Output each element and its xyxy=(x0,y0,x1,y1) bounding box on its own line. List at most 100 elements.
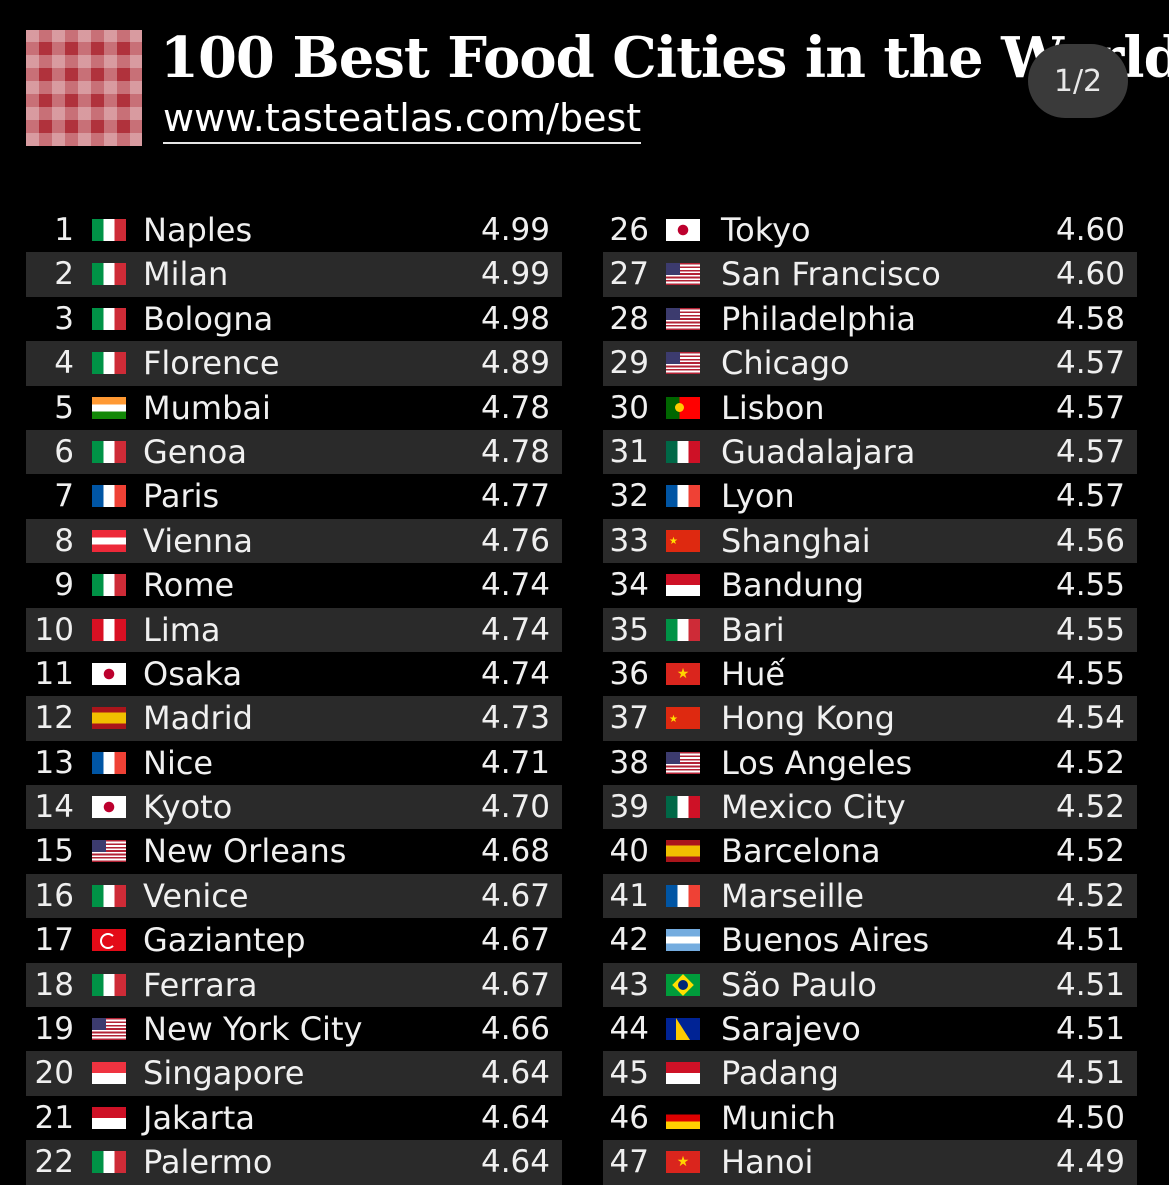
ranking-row[interactable]: 3 Bologna 4.98 xyxy=(26,297,562,341)
ranking-row[interactable]: 47 ★ Hanoi 4.49 xyxy=(603,1140,1137,1185)
ranking-row[interactable]: 35 Bari 4.55 xyxy=(603,607,1137,652)
ranking-row[interactable]: 21 Jakarta 4.64 xyxy=(26,1096,562,1140)
rank-number: 47 xyxy=(609,1144,649,1181)
ranking-row[interactable]: 28 Philadelphia 4.58 xyxy=(603,297,1137,341)
ranking-row[interactable]: 44 Sarajevo 4.51 xyxy=(603,1007,1137,1051)
city-name: Jakarta xyxy=(143,1098,255,1137)
rating-score: 4.78 xyxy=(480,389,550,426)
city-name: Marseille xyxy=(721,876,865,915)
ranking-row[interactable]: 27 San Francisco 4.60 xyxy=(603,252,1137,297)
ranking-row[interactable]: 18 Ferrara 4.67 xyxy=(26,962,562,1008)
ranking-row[interactable]: 45 Padang 4.51 xyxy=(603,1051,1137,1096)
rating-score: 4.99 xyxy=(480,256,550,293)
city-name: Paris xyxy=(143,477,220,516)
ranking-row[interactable]: 8 Vienna 4.76 xyxy=(26,518,562,564)
italy-flag-icon xyxy=(92,352,126,375)
ranking-row[interactable]: 1 Naples 4.99 xyxy=(26,208,562,252)
ranking-row[interactable]: 12 Madrid 4.73 xyxy=(26,696,562,741)
italy-flag-icon xyxy=(92,263,126,286)
rank-number: 32 xyxy=(609,478,649,515)
ranking-row[interactable]: 2 Milan 4.99 xyxy=(26,252,562,297)
ranking-row[interactable]: 10 Lima 4.74 xyxy=(26,607,562,652)
rating-score: 4.52 xyxy=(1055,789,1125,826)
japan-flag-icon xyxy=(92,796,126,819)
ranking-row[interactable]: 7 Paris 4.77 xyxy=(26,474,562,518)
ranking-row[interactable]: 30 Lisbon 4.57 xyxy=(603,386,1137,430)
ranking-row[interactable]: 11 Osaka 4.74 xyxy=(26,652,562,696)
spain-flag-icon xyxy=(666,840,700,863)
rank-number: 17 xyxy=(34,922,74,959)
rank-number: 38 xyxy=(609,744,649,781)
city-name: Florence xyxy=(143,344,280,383)
mexico-flag-icon xyxy=(666,796,700,819)
ranking-row[interactable]: 29 Chicago 4.57 xyxy=(603,341,1137,386)
city-name: Venice xyxy=(143,876,249,915)
rank-number: 33 xyxy=(609,522,649,559)
italy-flag-icon xyxy=(92,884,126,907)
ranking-row[interactable]: 6 Genoa 4.78 xyxy=(26,429,562,475)
ranking-row[interactable]: 39 Mexico City 4.52 xyxy=(603,785,1137,830)
ranking-row[interactable]: 41 Marseille 4.52 xyxy=(603,873,1137,919)
rating-score: 4.49 xyxy=(1055,1144,1125,1181)
ranking-row[interactable]: 42 Buenos Aires 4.51 xyxy=(603,918,1137,962)
mexico-flag-icon xyxy=(666,440,700,463)
rating-score: 4.52 xyxy=(1055,877,1125,914)
ranking-row[interactable]: 22 Palermo 4.64 xyxy=(26,1140,562,1185)
city-name: Milan xyxy=(143,255,229,294)
city-name: Singapore xyxy=(143,1054,305,1093)
france-flag-icon xyxy=(666,485,700,508)
ranking-row[interactable]: 13 Nice 4.71 xyxy=(26,741,562,785)
ranking-row[interactable]: 26 Tokyo 4.60 xyxy=(603,208,1137,252)
ranking-row[interactable]: 43 São Paulo 4.51 xyxy=(603,962,1137,1008)
city-name: Lyon xyxy=(721,477,795,516)
ranking-row[interactable]: 5 Mumbai 4.78 xyxy=(26,386,562,430)
ranking-row[interactable]: 40 Barcelona 4.52 xyxy=(603,829,1137,873)
ranking-row[interactable]: 46 Munich 4.50 xyxy=(603,1096,1137,1140)
rating-score: 4.57 xyxy=(1055,478,1125,515)
rating-score: 4.51 xyxy=(1055,1055,1125,1092)
ranking-row[interactable]: 33 ★ Shanghai 4.56 xyxy=(603,518,1137,564)
france-flag-icon xyxy=(666,884,700,907)
rank-number: 18 xyxy=(34,966,74,1003)
rank-number: 22 xyxy=(34,1144,74,1181)
ranking-row[interactable]: 14 Kyoto 4.70 xyxy=(26,785,562,830)
ranking-column-left: 1 Naples 4.99 2 Milan 4.99 3 Bologna 4.98 4 Floren… xyxy=(26,208,562,1185)
city-name: Bandung xyxy=(721,566,865,605)
ranking-row[interactable]: 9 Rome 4.74 xyxy=(26,563,562,607)
bosnia-flag-icon xyxy=(666,1018,700,1041)
rank-number: 14 xyxy=(34,789,74,826)
city-name: Vienna xyxy=(143,521,253,560)
ranking-row[interactable]: 19 New York City 4.66 xyxy=(26,1007,562,1051)
rating-score: 4.67 xyxy=(480,877,550,914)
rank-number: 29 xyxy=(609,345,649,382)
japan-flag-icon xyxy=(666,219,700,241)
rating-score: 4.55 xyxy=(1055,611,1125,648)
austria-flag-icon xyxy=(92,529,126,552)
rating-score: 4.74 xyxy=(480,611,550,648)
ranking-row[interactable]: 37 ★ Hong Kong 4.54 xyxy=(603,696,1137,741)
rank-number: 26 xyxy=(609,212,649,248)
ranking-row[interactable]: 16 Venice 4.67 xyxy=(26,873,562,919)
rank-number: 13 xyxy=(34,744,74,781)
city-name: New Orleans xyxy=(143,832,347,871)
city-name: Tokyo xyxy=(721,211,811,249)
ranking-row[interactable]: 31 Guadalajara 4.57 xyxy=(603,429,1137,475)
ranking-row[interactable]: 32 Lyon 4.57 xyxy=(603,474,1137,518)
rank-number: 34 xyxy=(609,567,649,604)
city-name: Hanoi xyxy=(721,1143,814,1182)
city-name: São Paulo xyxy=(721,965,877,1004)
ranking-row[interactable]: 4 Florence 4.89 xyxy=(26,341,562,386)
source-url-link[interactable]: www.tasteatlas.com/best xyxy=(163,94,642,144)
ranking-row[interactable]: 36 ★ Huế 4.55 xyxy=(603,652,1137,696)
singapore-flag-icon xyxy=(92,1062,126,1085)
ranking-row[interactable]: 38 Los Angeles 4.52 xyxy=(603,741,1137,785)
italy-flag-icon xyxy=(92,1151,126,1174)
ranking-row[interactable]: 20 Singapore 4.64 xyxy=(26,1051,562,1096)
ranking-row[interactable]: 34 Bandung 4.55 xyxy=(603,563,1137,607)
germany-flag-icon xyxy=(666,1106,700,1129)
usa-flag-icon xyxy=(92,840,126,863)
italy-flag-icon xyxy=(666,618,700,641)
ranking-row[interactable]: 15 New Orleans 4.68 xyxy=(26,829,562,873)
ranking-row[interactable]: 17 Gaziantep 4.67 xyxy=(26,918,562,962)
usa-flag-icon xyxy=(666,751,700,774)
